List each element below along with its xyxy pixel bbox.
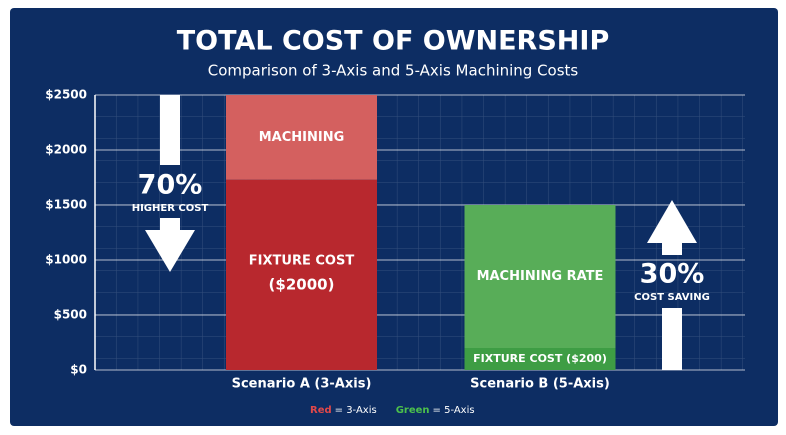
legend-text: = 3-Axis	[335, 405, 377, 416]
y-tick-label: $2000	[45, 143, 87, 157]
segment-label: FIXTURE COST	[249, 253, 355, 268]
y-tick-label: $1500	[45, 198, 87, 212]
down-arrow	[145, 95, 195, 272]
chart-subtitle: Comparison of 3-Axis and 5-Axis Machinin…	[208, 62, 579, 80]
y-tick-label: $500	[54, 308, 87, 322]
bar-segment	[464, 348, 616, 370]
annotation-text: HIGHER COST	[132, 203, 209, 214]
y-tick-label: $2500	[45, 88, 87, 102]
bar-segment	[226, 179, 377, 370]
x-tick-label: Scenario B (5-Axis)	[470, 377, 610, 392]
segment-sublabel: ($2000)	[269, 275, 335, 293]
bar-segment	[226, 95, 377, 180]
legend-text: = 5-Axis	[433, 405, 475, 416]
annotation-value: 70%	[138, 170, 203, 201]
annotation-text: COST SAVING	[634, 292, 710, 303]
x-tick-label: Scenario A (3-Axis)	[232, 377, 372, 392]
legend: Red = 3-Axis Green = 5-Axis	[310, 405, 475, 416]
annotation-value: 30%	[640, 259, 705, 290]
segment-label: FIXTURE COST ($200)	[473, 352, 607, 365]
chart-title: TOTAL COST OF OWNERSHIP	[177, 26, 609, 57]
y-tick-label: $0	[70, 363, 87, 377]
up-arrow	[647, 200, 697, 370]
segment-label: MACHINING RATE	[477, 269, 604, 284]
y-tick-label: $1000	[45, 253, 87, 267]
legend-key: Red	[310, 405, 332, 416]
bar-segment	[464, 205, 616, 348]
plot: $0 $500 $1000 $1500 $2000 $2500 FIXTURE COST ($…	[45, 88, 745, 392]
legend-key: Green	[396, 405, 430, 416]
minor-grid	[95, 95, 745, 370]
segment-label: MACHINING	[259, 130, 345, 145]
